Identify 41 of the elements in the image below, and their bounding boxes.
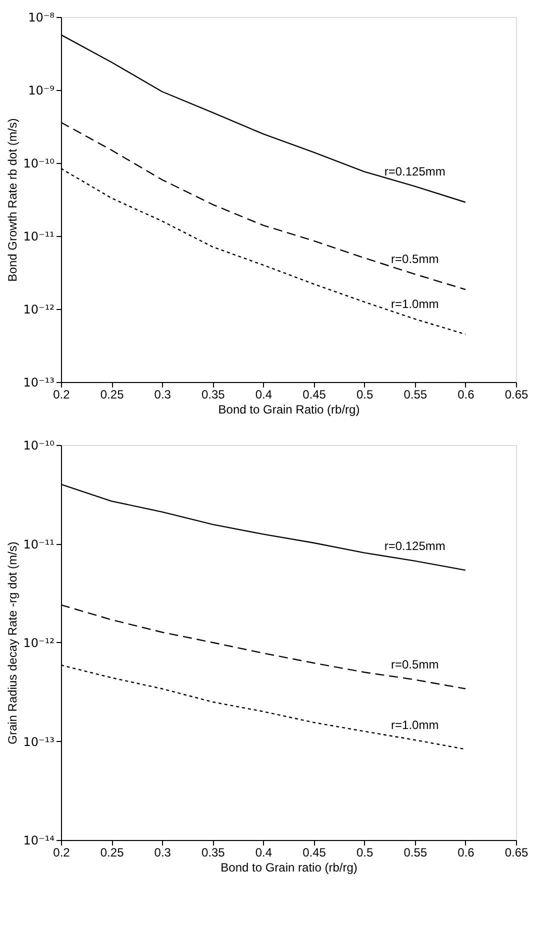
- x-tick-label: 0.35: [201, 388, 226, 402]
- x-tick-label: 0.4: [255, 388, 272, 402]
- x-tick-label: 0.5: [356, 388, 374, 402]
- x-tick-label: 0.65: [504, 388, 528, 402]
- y-tick-label: 10⁻⁹: [28, 84, 55, 98]
- annotation: r=1.0mm: [391, 296, 439, 311]
- y-tick-label: 10⁻¹⁰: [23, 438, 55, 452]
- x-tick-label: 0.3: [154, 388, 172, 402]
- x-tick-label: 0.2: [53, 846, 70, 860]
- x-tick-label: 0.3: [154, 846, 172, 860]
- x-tick-label: 0.6: [458, 846, 475, 860]
- x-tick-label: 0.35: [201, 846, 226, 860]
- annotation: r=1.0mm: [391, 718, 439, 732]
- x-tick-label: 0.25: [100, 388, 124, 402]
- y-tick-label: 10⁻⁸: [28, 10, 55, 24]
- y-tick-label: 10⁻¹²: [23, 636, 55, 650]
- x-axis-title: Bond to Grain Ratio (rb/rg): [218, 402, 360, 416]
- x-tick-label: 0.25: [100, 846, 124, 860]
- x-tick-label: 0.2: [53, 388, 70, 402]
- x-tick-label: 0.5: [356, 846, 374, 860]
- x-tick-label: 0.65: [504, 846, 528, 860]
- x-tick-label: 0.45: [302, 388, 326, 402]
- x-tick-label: 0.55: [404, 388, 428, 402]
- y-tick-label: 10⁻¹³: [23, 376, 55, 390]
- annotation: r=0.125mm: [384, 538, 446, 553]
- y-tick-label: 10⁻¹⁰: [23, 156, 55, 170]
- x-axis-title: Bond to Grain ratio (rb/rg): [220, 860, 358, 874]
- y-tick-label: 10⁻¹²: [23, 302, 55, 316]
- y-axis-title: Grain Radius decay Rate -rg dot (m/s): [5, 542, 20, 744]
- y-tick-label: 10⁻¹¹: [23, 230, 55, 244]
- annotation: r=0.5mm: [391, 658, 439, 672]
- y-tick-label: 10⁻¹¹: [23, 537, 55, 552]
- y-tick-label: 10⁻¹³: [23, 734, 55, 749]
- y-axis-title: Bond Growth Rate rb dot (m/s): [5, 118, 20, 282]
- x-tick-label: 0.45: [302, 846, 326, 860]
- y-tick-label: 10⁻¹⁴: [23, 834, 55, 848]
- x-tick-label: 0.4: [255, 846, 272, 860]
- x-tick-label: 0.55: [404, 846, 428, 860]
- annotation: r=0.125mm: [384, 164, 446, 178]
- x-tick-label: 0.6: [458, 388, 475, 402]
- annotation: r=0.5mm: [391, 252, 439, 266]
